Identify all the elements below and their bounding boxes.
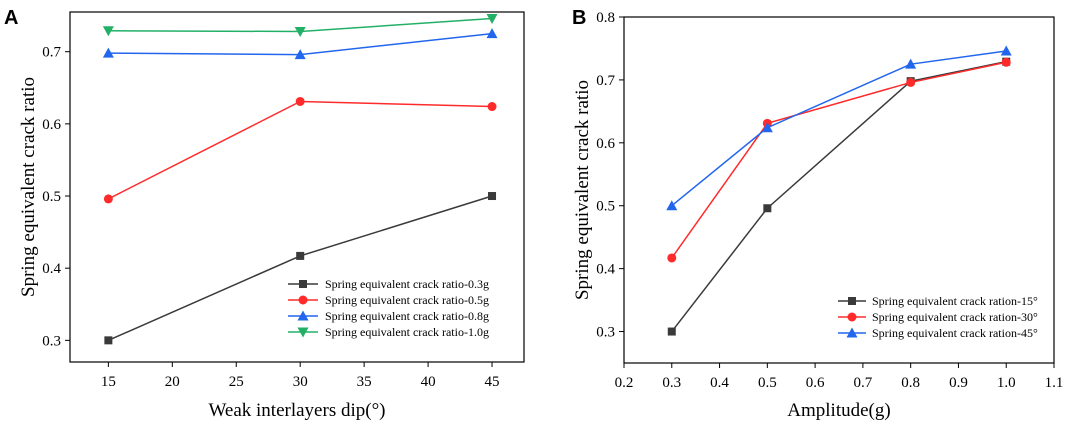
series-1 [103, 96, 497, 204]
x-tick-label: 0.7 [854, 375, 873, 391]
chart-panel-a: A 15 20 25 30 35 40 45 0.3 0.4 0.5 0.6 0.7 Weak inter… [4, 7, 525, 421]
legend-marker [847, 312, 857, 322]
series-3 [102, 13, 498, 37]
x-tick-label: 40 [421, 374, 436, 390]
data-point [761, 122, 773, 133]
data-point [296, 251, 305, 260]
data-point [905, 58, 917, 69]
data-point [906, 77, 916, 87]
y-tick-label: 0.5 [596, 199, 615, 215]
y-tick-label: 0.4 [42, 261, 61, 277]
x-tick-label: 0.4 [710, 375, 729, 391]
legend-marker [848, 297, 856, 305]
data-point [487, 102, 497, 112]
legend-label: Spring equivalent crack ration-15° [872, 294, 1038, 308]
series-1 [667, 57, 1011, 263]
legend-marker [297, 310, 309, 321]
x-axis-title: Amplitude(g) [787, 400, 890, 421]
legend-item: Spring equivalent crack ratio-1.0g [288, 325, 489, 339]
data-point [1000, 45, 1012, 56]
legend-label: Spring equivalent crack ratio-0.5g [325, 293, 489, 307]
series-line [671, 50, 1007, 207]
data-point [295, 96, 305, 106]
series-line [671, 61, 1007, 259]
data-point [488, 192, 497, 201]
x-tick-label: 30 [293, 374, 308, 390]
x-tick-label: 0.2 [615, 375, 634, 391]
y-tick-label: 0.3 [596, 325, 615, 341]
legend-item: Spring equivalent crack ratio-0.5g [288, 293, 489, 307]
x-tick-label: 35 [357, 374, 372, 390]
x-tick-label: 1.0 [997, 375, 1016, 391]
plot-frame [623, 16, 1055, 364]
x-axis-title: Weak interlayers dip(°) [209, 400, 386, 421]
panel-label: A [4, 7, 18, 29]
x-tick-label: 0.6 [806, 375, 825, 391]
data-point [294, 26, 306, 37]
data-point [667, 253, 677, 263]
x-tick-label: 20 [165, 374, 180, 390]
y-axis-title: Spring equivalent crack ratio [572, 80, 593, 300]
panel-label: B [572, 7, 586, 29]
y-tick-label: 0.4 [596, 262, 615, 278]
series-2 [102, 28, 498, 60]
data-point [763, 204, 772, 213]
legend-label: Spring equivalent crack ration-45° [872, 326, 1038, 340]
series-line [671, 60, 1007, 333]
y-axis-title: Spring equivalent crack ratio [18, 77, 39, 297]
chart-panel-b: B 0.2 0.3 0.4 0.5 0.6 0.7 0.8 0.9 1.0 1.1 0.3 0.4 0.5… [572, 7, 1063, 421]
data-point [294, 49, 306, 60]
data-point [486, 28, 498, 39]
x-tick-label: 0.9 [949, 375, 968, 391]
legend-label: Spring equivalent crack ratio-0.3g [325, 277, 489, 291]
legend-item: Spring equivalent crack ration-15° [838, 294, 1038, 308]
legend-marker [297, 327, 309, 338]
series-line [108, 100, 493, 200]
y-tick-label: 0.5 [42, 189, 61, 205]
data-point [102, 26, 114, 37]
legend-marker [298, 295, 308, 305]
y-tick-label: 0.6 [42, 117, 61, 133]
data-point [103, 194, 113, 204]
y-tick-label: 0.6 [596, 136, 615, 152]
data-point [104, 336, 113, 345]
series-2 [666, 45, 1012, 211]
legend-item: Spring equivalent crack ration-45° [838, 326, 1038, 340]
data-point [102, 47, 114, 58]
data-point [666, 200, 678, 211]
data-point [1001, 57, 1011, 67]
x-tick-label: 0.5 [758, 375, 777, 391]
y-tick-label: 0.8 [596, 10, 615, 26]
legend-marker [299, 280, 307, 288]
x-tick-label: 0.8 [901, 375, 920, 391]
legend-label: Spring equivalent crack ratio-0.8g [325, 309, 489, 323]
legend-label: Spring equivalent crack ratio-1.0g [325, 325, 489, 339]
x-tick-label: 1.1 [1045, 375, 1064, 391]
y-tick-label: 0.3 [42, 333, 61, 349]
series-0 [104, 192, 497, 345]
legend-item: Spring equivalent crack ration-30° [838, 310, 1038, 324]
plot-frame [69, 11, 525, 363]
x-tick-label: 0.3 [662, 375, 681, 391]
x-tick-label: 15 [101, 374, 116, 390]
x-tick-label: 25 [229, 374, 244, 390]
legend-label: Spring equivalent crack ration-30° [872, 310, 1038, 324]
data-point [667, 327, 676, 336]
x-tick-label: 45 [485, 374, 500, 390]
data-point [486, 13, 498, 24]
y-tick-label: 0.7 [596, 73, 615, 89]
legend-item: Spring equivalent crack ratio-0.3g [288, 277, 489, 291]
y-tick-label: 0.7 [42, 45, 61, 61]
legend-item: Spring equivalent crack ratio-0.8g [288, 309, 489, 323]
legend-marker [846, 327, 858, 338]
